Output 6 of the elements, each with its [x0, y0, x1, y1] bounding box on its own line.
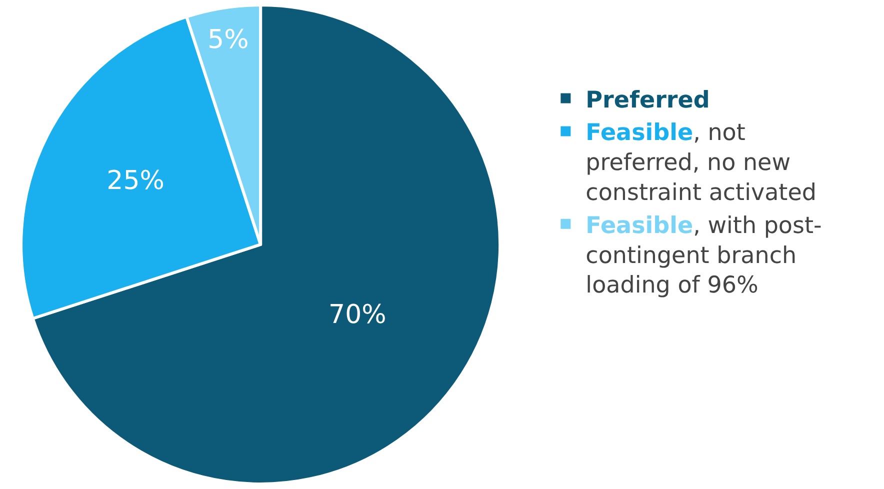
data-label: 70% [328, 300, 386, 330]
data-label: 5% [208, 24, 249, 55]
legend-label: Preferred [586, 87, 710, 114]
data-label: 25% [106, 166, 164, 196]
legend-label: Feasible, not preferred, no new constraint activated [586, 120, 816, 206]
legend-label: Feasible, with post-contingent branch loading of 96% [586, 212, 822, 299]
